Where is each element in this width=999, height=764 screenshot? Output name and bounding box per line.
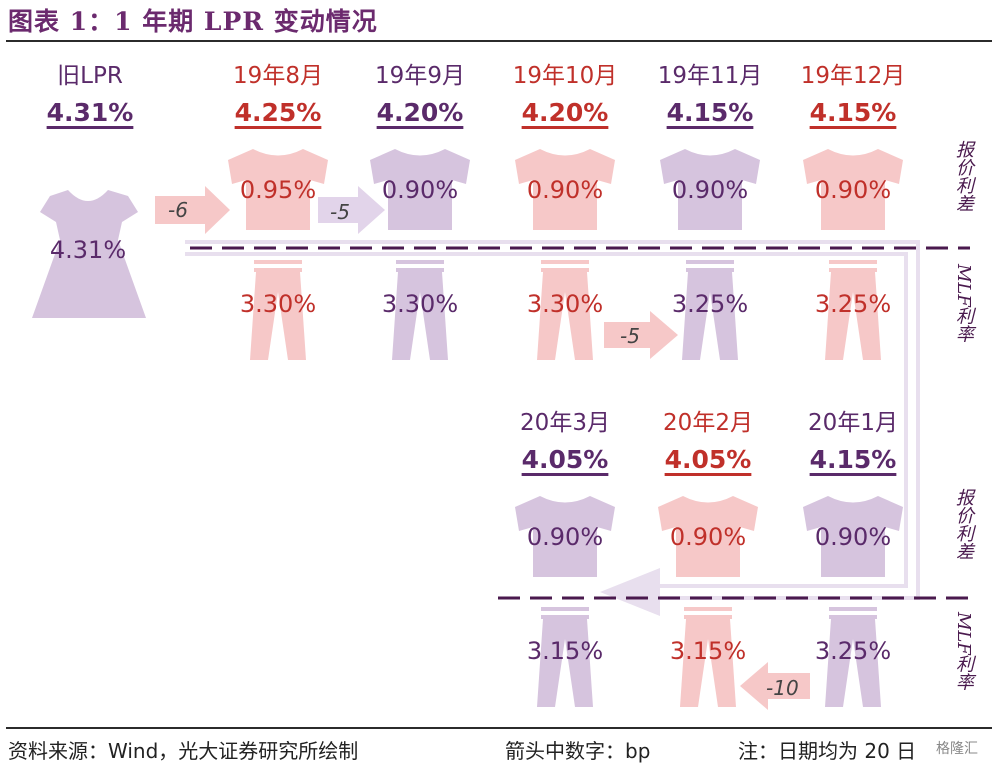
change-arrow-3 — [604, 311, 678, 359]
col-6-lpr-rate: 4.05% — [664, 445, 752, 474]
side-label-spread-2: 报价利差 — [953, 488, 974, 560]
col-1-month: 19年9月 — [375, 63, 465, 89]
col-3-shirt-shape — [660, 149, 760, 230]
col-1-garments — [370, 149, 470, 360]
col-0-shirt-shape — [228, 149, 328, 230]
col-2-pants-waistband — [541, 264, 589, 268]
col-7-shirt-shape — [515, 496, 615, 577]
col-3-month: 19年11月 — [657, 63, 763, 89]
footer-date-note: 注：日期均为 20 日 — [738, 739, 917, 763]
col-7-month: 20年3月 — [520, 410, 610, 436]
col-2-shirt-shape — [515, 149, 615, 230]
flow-connector-arrowhead — [600, 568, 660, 616]
footer-arrow-note: 箭头中数字：bp — [505, 739, 651, 763]
col-0-lpr-rate: 4.25% — [234, 98, 322, 127]
col-1-pants-waistband — [396, 264, 444, 268]
col-1-spread-value: 0.90% — [381, 176, 459, 204]
col-4-mlf-value: 3.25% — [814, 290, 892, 318]
col-4-spread-value: 0.90% — [814, 176, 892, 204]
col-6-pants-waistband — [684, 611, 732, 615]
col-7-pants-shape — [537, 607, 593, 707]
col-0-mlf-value: 3.30% — [239, 290, 317, 318]
footer-divider — [6, 727, 992, 729]
col-5-garments — [803, 496, 903, 707]
side-label-spread-1: 报价利差 — [953, 140, 974, 212]
legacy-dress-value: 4.31% — [49, 236, 127, 264]
legacy-rate: 4.31% — [46, 98, 134, 127]
change-arrow-2 — [318, 186, 385, 234]
title-divider — [6, 40, 992, 42]
col-2-pants-shape — [537, 260, 593, 360]
col-4-pants-shape — [825, 260, 881, 360]
legacy-label: 旧LPR — [57, 63, 123, 89]
col-4-month: 19年12月 — [800, 63, 906, 89]
col-5-month: 20年1月 — [808, 410, 898, 436]
col-4-shirt-shape — [803, 149, 903, 230]
col-5-pants-shape — [825, 607, 881, 707]
footer-source: 资料来源：Wind，光大证券研究所绘制 — [8, 739, 359, 763]
dress-shape — [32, 190, 146, 318]
col-7-lpr-rate: 4.05% — [521, 445, 609, 474]
arrow-value-3: -5 — [620, 324, 640, 348]
col-6-month: 20年2月 — [663, 410, 753, 436]
col-6-shirt-shape — [658, 496, 758, 577]
chart-title: 图表 1：1 年期 LPR 变动情况 — [8, 7, 378, 36]
col-2-lpr-rate: 4.20% — [521, 98, 609, 127]
col-6-garments — [658, 496, 758, 707]
col-6-pants-shape — [680, 607, 736, 707]
col-4-pants-waistband — [829, 264, 877, 268]
col-0-month: 19年8月 — [233, 63, 323, 89]
col-1-pants-shape — [392, 260, 448, 360]
col-0-spread-value: 0.95% — [239, 176, 317, 204]
col-7-garments — [515, 496, 615, 707]
col-2-spread-value: 0.90% — [526, 176, 604, 204]
side-label-mlf-1: MLF利率 — [953, 264, 974, 343]
col-2-garments — [515, 149, 615, 360]
col-1-shirt-shape — [370, 149, 470, 230]
arrow-value-2: -5 — [330, 200, 350, 224]
change-arrow-4 — [740, 662, 810, 710]
col-4-garments — [803, 149, 903, 360]
side-label-mlf-2: MLF利率 — [953, 612, 974, 691]
col-4-lpr-rate: 4.15% — [809, 98, 897, 127]
col-7-mlf-value: 3.15% — [526, 637, 604, 665]
col-5-pants-waistband — [829, 611, 877, 615]
col-0-garments — [228, 149, 328, 360]
arrow-value-1: -6 — [168, 198, 188, 222]
col-5-spread-value: 0.90% — [814, 523, 892, 551]
col-0-pants-shape — [250, 260, 306, 360]
col-6-mlf-value: 3.15% — [669, 637, 747, 665]
col-5-mlf-value: 3.25% — [814, 637, 892, 665]
col-2-mlf-value: 3.30% — [526, 290, 604, 318]
col-3-garments — [660, 149, 760, 360]
col-7-spread-value: 0.90% — [526, 523, 604, 551]
change-arrow-1 — [155, 186, 230, 234]
col-5-shirt-shape — [803, 496, 903, 577]
col-5-lpr-rate: 4.15% — [809, 445, 897, 474]
col-3-lpr-rate: 4.15% — [666, 98, 754, 127]
col-1-mlf-value: 3.30% — [381, 290, 459, 318]
col-2-month: 19年10月 — [512, 63, 618, 89]
col-3-spread-value: 0.90% — [671, 176, 749, 204]
col-3-pants-waistband — [686, 264, 734, 268]
arrow-value-4: -10 — [766, 676, 799, 700]
col-7-pants-waistband — [541, 611, 589, 615]
col-3-mlf-value: 3.25% — [671, 290, 749, 318]
col-3-pants-shape — [682, 260, 738, 360]
watermark: 格隆汇 — [936, 741, 978, 757]
col-0-pants-waistband — [254, 264, 302, 268]
col-1-lpr-rate: 4.20% — [376, 98, 464, 127]
col-6-spread-value: 0.90% — [669, 523, 747, 551]
